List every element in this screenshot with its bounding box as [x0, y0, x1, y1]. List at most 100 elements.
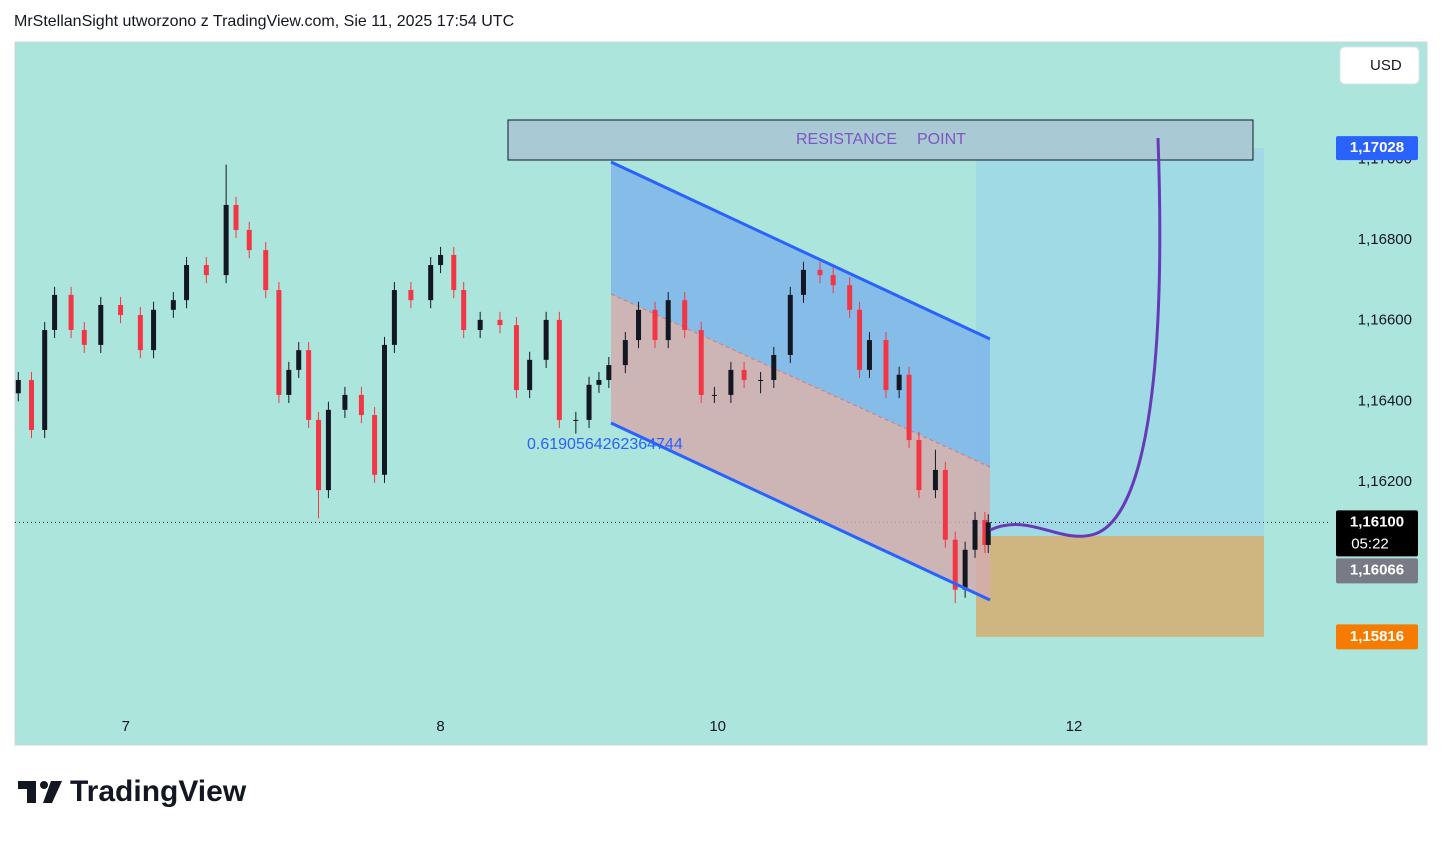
candle-body — [896, 374, 902, 391]
projection-curve — [989, 137, 1162, 538]
price-label-box — [1336, 624, 1418, 650]
candle-body — [325, 409, 331, 491]
candle-body — [451, 254, 457, 291]
candle-body — [711, 394, 717, 396]
candle-body — [438, 254, 444, 266]
channel-upper-line — [610, 160, 991, 341]
price-label-box — [1336, 136, 1418, 161]
candle-body — [586, 384, 592, 420]
logo-icon — [43, 781, 62, 803]
candle-body — [682, 300, 688, 330]
candle-body — [372, 415, 378, 475]
candle-body — [497, 319, 503, 326]
channel-label: 0.6190564262364744 — [527, 436, 683, 453]
candle-body — [342, 394, 348, 410]
candle-body — [985, 522, 991, 545]
candle-body — [817, 269, 823, 276]
candle-body — [263, 250, 269, 291]
candle-body — [606, 365, 612, 380]
candle-body — [857, 309, 863, 370]
candle-body — [461, 290, 467, 330]
candle-body — [42, 329, 48, 431]
y-tick-label: 1,16800 — [1358, 231, 1412, 248]
x-tick-label: 8 — [436, 718, 444, 735]
candle-body — [477, 319, 483, 330]
y-tick-label: 1,16200 — [1358, 473, 1412, 490]
candle-body — [665, 300, 671, 341]
candle-body — [942, 469, 948, 540]
candle-body — [972, 519, 978, 550]
candle-body — [170, 300, 176, 310]
x-tick-label: 10 — [709, 718, 726, 735]
price-label-box — [1336, 558, 1418, 584]
candle-body — [246, 229, 252, 251]
price-label: 1,17028 — [1350, 139, 1404, 156]
candle-body — [596, 379, 602, 385]
channel-lower-line — [610, 421, 991, 602]
candle-body — [728, 369, 734, 395]
resistance-text: RESISTANCE — [796, 131, 897, 148]
price-label: 1,15816 — [1350, 628, 1404, 645]
currency-text: USD — [1370, 57, 1402, 74]
candle-body — [428, 265, 434, 301]
candle-body — [866, 340, 872, 370]
logo-text: TradingView — [70, 775, 247, 808]
candle-body — [847, 285, 853, 310]
candle-body — [513, 325, 519, 391]
logo-icon — [40, 781, 48, 789]
candle-body — [527, 359, 533, 391]
profit-zone — [976, 148, 1264, 537]
candle-body — [982, 519, 988, 545]
candle-body — [118, 304, 124, 316]
candle-body — [233, 204, 239, 230]
price-label-box — [1336, 510, 1418, 557]
candle-body — [98, 304, 104, 345]
candle-body — [636, 309, 642, 341]
candle-body — [916, 440, 922, 491]
loss-zone — [976, 536, 1264, 637]
candle-body — [883, 340, 889, 391]
resistance-text: POINT — [917, 131, 966, 148]
candle-body — [391, 290, 397, 345]
candle-body — [276, 290, 282, 395]
candle-body — [573, 419, 579, 421]
price-label: 1,16100 — [1350, 513, 1404, 530]
candle-body — [906, 374, 912, 441]
x-tick-label: 7 — [122, 718, 130, 735]
currency-button[interactable] — [1339, 46, 1420, 85]
candle-body — [543, 319, 549, 360]
countdown: 05:22 — [1351, 535, 1389, 552]
candle-body — [800, 269, 806, 295]
candle-body — [622, 340, 628, 366]
candle-body — [758, 379, 764, 381]
candle-body — [81, 329, 87, 345]
y-tick-label: 1,16600 — [1358, 312, 1412, 329]
candle-body — [830, 275, 836, 286]
candle-body — [358, 394, 364, 416]
logo-icon — [27, 781, 36, 803]
x-tick-label: 12 — [1066, 718, 1083, 735]
candle-body — [52, 294, 58, 330]
candle-body — [15, 379, 21, 394]
price-label: 1,16066 — [1350, 561, 1404, 578]
candle-body — [203, 265, 209, 276]
candle-body — [698, 329, 704, 395]
candle-body — [316, 419, 322, 491]
channel-lower-fill — [611, 294, 990, 600]
candle-body — [223, 204, 229, 276]
candle-body — [286, 369, 292, 395]
header-text: MrStellanSight utworzono z TradingView.c… — [14, 13, 514, 30]
channel-upper-fill — [611, 162, 990, 467]
candle-body — [962, 549, 968, 590]
candle-body — [741, 369, 747, 380]
candle-body — [952, 539, 958, 590]
candle-body — [306, 350, 312, 420]
logo: TradingView — [18, 775, 247, 808]
resistance-box — [507, 119, 1254, 161]
candle-body — [68, 294, 74, 330]
candle-body — [932, 469, 938, 491]
y-tick-label: 1,16400 — [1358, 392, 1412, 409]
candle-body — [296, 350, 302, 370]
